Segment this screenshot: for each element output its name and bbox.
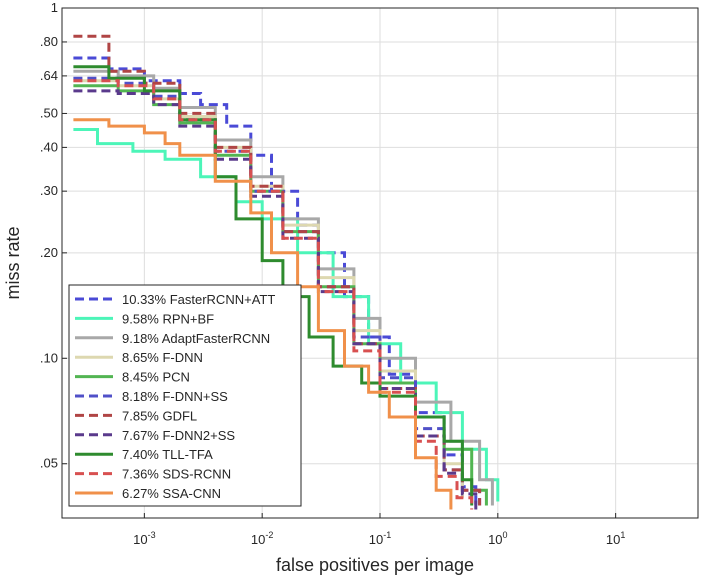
y-tick-label: .30 [40, 183, 58, 198]
y-tick-label: .40 [40, 139, 58, 154]
legend-label: 7.67% F-DNN2+SS [122, 428, 235, 443]
y-tick-label: .10 [40, 350, 58, 365]
legend-label: 7.40% TLL-TFA [122, 447, 213, 462]
x-tick-label: 10-1 [369, 530, 391, 547]
tick-labels: .05 .10 .20 .30 .40 .50 .64 .80 1 10-3 10-2 10-1 100… [40, 0, 625, 547]
legend-label: 8.18% F-DNN+SS [122, 389, 228, 404]
legend-label: 7.85% GDFL [122, 408, 197, 423]
x-tick-label: 10-3 [133, 530, 155, 547]
x-tick-label: 10-2 [251, 530, 273, 547]
series-line-7 [73, 34, 482, 506]
legend-label: 8.65% F-DNN [122, 350, 203, 365]
x-tick-label: 100 [488, 530, 507, 547]
x-axis-label: false positives per image [276, 555, 474, 575]
series-group [73, 34, 500, 510]
legend-label: 9.18% AdaptFasterRCNN [122, 331, 270, 346]
legend-label: 8.45% PCN [122, 370, 190, 385]
y-tick-label: .80 [40, 34, 58, 49]
y-axis-label: miss rate [3, 226, 23, 299]
y-tick-label: .50 [40, 105, 58, 120]
legend: 10.33% FasterRCNN+ATT 9.58% RPN+BF 9.18% A… [68, 284, 302, 507]
series-line-9 [73, 65, 474, 506]
y-tick-label: .64 [40, 68, 58, 83]
y-tick-label: .05 [40, 456, 58, 471]
series-line-3 [73, 69, 494, 506]
y-tick-label: .20 [40, 245, 58, 260]
legend-label: 9.58% RPN+BF [122, 311, 214, 326]
x-tick-label: 101 [606, 530, 625, 547]
y-tick-label: 1 [51, 0, 58, 15]
legend-label: 7.36% SDS-RCNN [122, 467, 231, 482]
series-line-11 [73, 118, 453, 510]
legend-label: 6.27% SSA-CNN [122, 486, 221, 501]
legend-label: 10.33% FasterRCNN+ATT [122, 292, 275, 307]
series-line-8 [73, 89, 478, 510]
